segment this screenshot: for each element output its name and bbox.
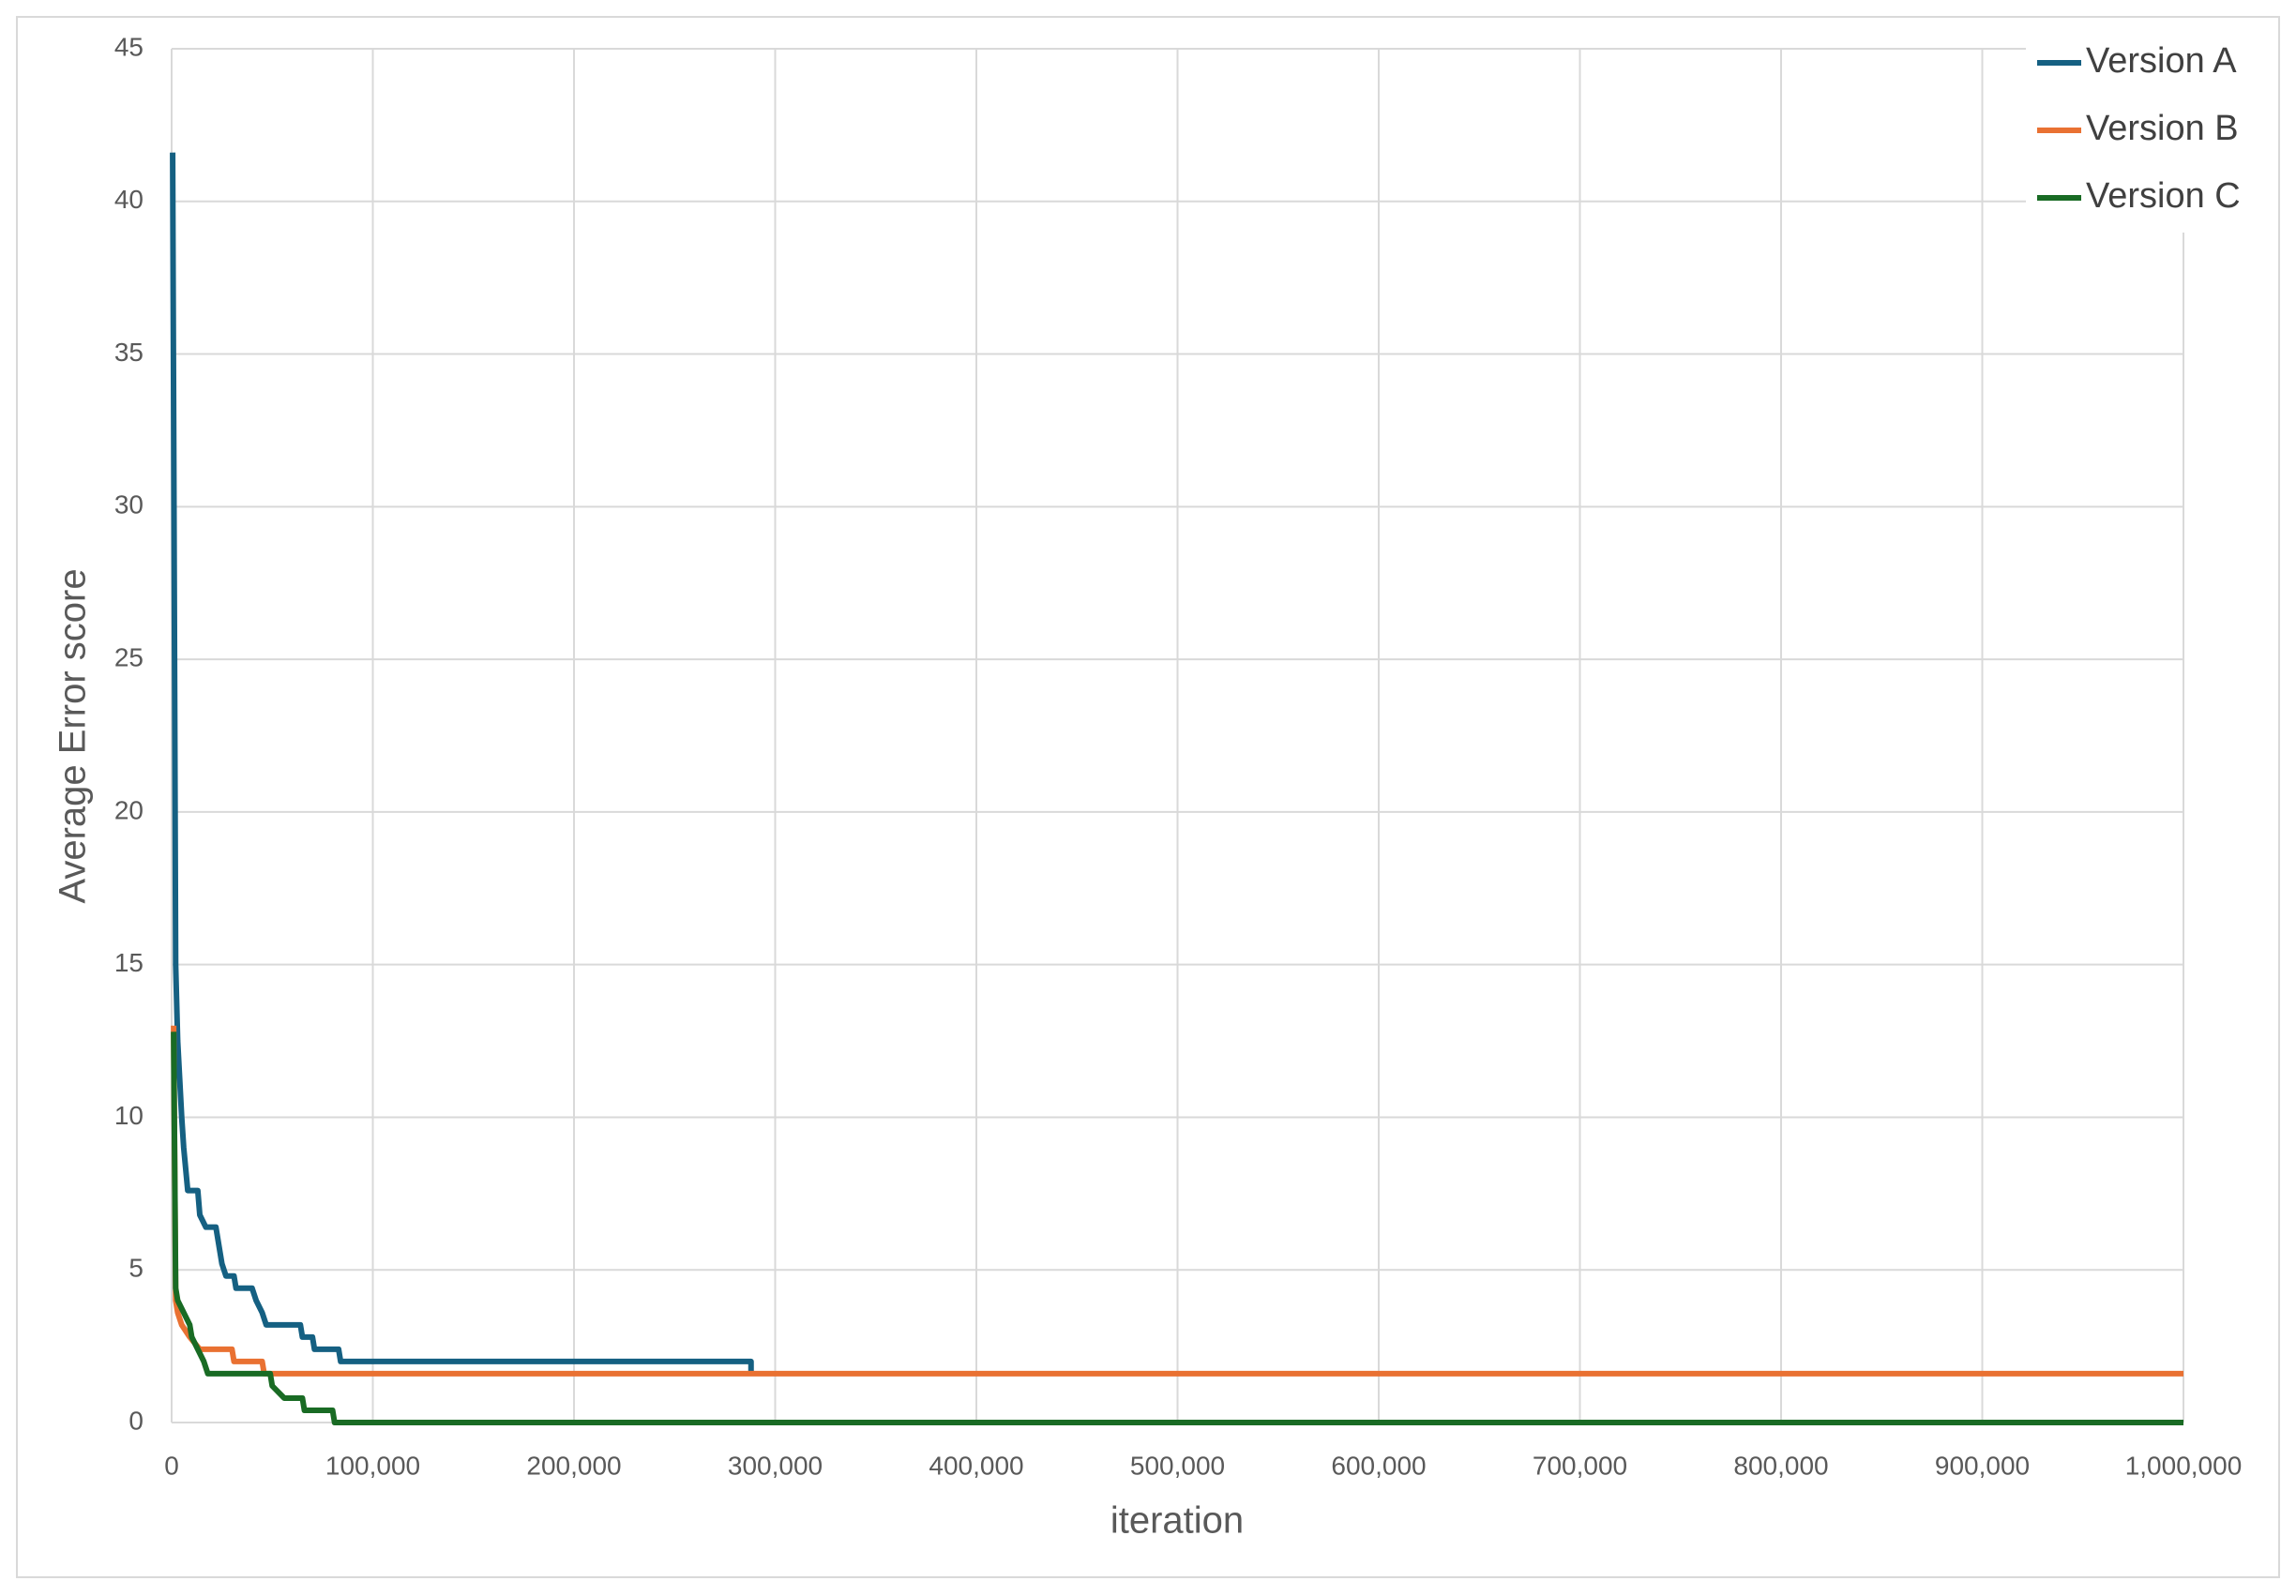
y-tick-label: 45	[114, 32, 144, 61]
y-tick-label: 15	[114, 948, 144, 977]
y-tick-label: 30	[114, 490, 144, 519]
legend-label: Version A	[2086, 41, 2237, 81]
x-tick-label: 500,000	[1130, 1451, 1225, 1480]
x-tick-label: 600,000	[1331, 1451, 1426, 1480]
y-axis-title: Average Error score	[53, 568, 94, 903]
y-tick-label: 10	[114, 1101, 144, 1130]
x-tick-label: 200,000	[526, 1451, 621, 1480]
x-tick-label: 0	[164, 1451, 179, 1480]
x-tick-label: 100,000	[325, 1451, 420, 1480]
legend-label: Version B	[2086, 109, 2239, 148]
y-tick-label: 5	[128, 1254, 144, 1283]
x-tick-label: 400,000	[929, 1451, 1023, 1480]
x-tick-label: 300,000	[728, 1451, 823, 1480]
y-tick-label: 0	[128, 1406, 144, 1435]
x-tick-label: 900,000	[1935, 1451, 2030, 1480]
y-tick-label: 35	[114, 338, 144, 367]
y-tick-label: 40	[114, 185, 144, 214]
y-tick-label: 20	[114, 795, 144, 824]
series-line	[170, 152, 754, 1374]
y-tick-label: 25	[114, 643, 144, 672]
x-tick-label: 800,000	[1733, 1451, 1828, 1480]
x-axis-title: iteration	[1110, 1500, 1244, 1542]
series-line	[171, 1031, 2183, 1425]
legend-label: Version C	[2086, 176, 2241, 216]
x-tick-label: 700,000	[1533, 1451, 1627, 1480]
chart-frame	[16, 16, 2280, 1578]
x-tick-label: 1,000,000	[2125, 1451, 2243, 1480]
